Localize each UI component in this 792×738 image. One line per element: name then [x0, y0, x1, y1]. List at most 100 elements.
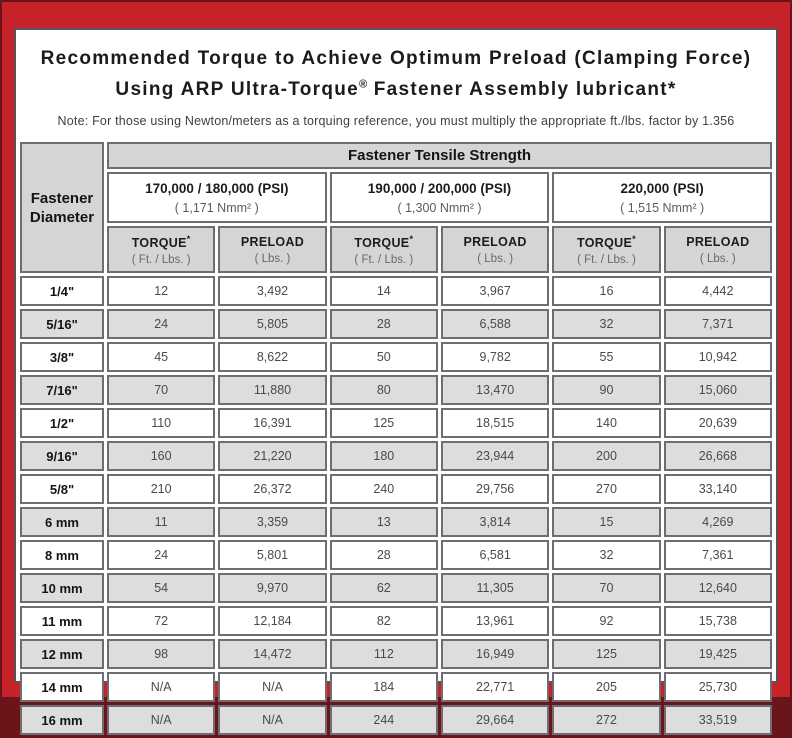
torque-value-cell: 45: [107, 342, 216, 373]
table-row: 9/16" 160 21,220 180 23,944 200 26,668: [20, 441, 772, 472]
preload-value-cell: 26,668: [663, 441, 772, 472]
torque-value-cell: 55: [552, 342, 661, 373]
table-row: 3/8" 45 8,622 50 9,782 55 10,942: [20, 342, 772, 373]
diameter-cell: 7/16": [20, 375, 104, 406]
preload-value-cell: 21,220: [218, 441, 327, 472]
preload-value-cell: 12,184: [218, 606, 327, 637]
preload-value-cell: 8,622: [218, 342, 327, 373]
preload-value-cell: 7,371: [663, 309, 772, 340]
torque-value-cell: 70: [107, 375, 216, 406]
diameter-cell: 8 mm: [20, 540, 104, 571]
torque-value-cell: 270: [552, 474, 661, 505]
torque-value-cell: 62: [329, 573, 438, 604]
diameter-cell: 1/2": [20, 408, 104, 439]
header-row-units: TORQUE* ( Ft. / Lbs. ) PRELOAD ( Lbs. ) …: [20, 226, 772, 274]
torque-value-cell: 112: [329, 639, 438, 670]
torque-table: Fastener Diameter Fastener Tensile Stren…: [17, 139, 775, 738]
table-row: 10 mm 54 9,970 62 11,305 70 12,640: [20, 573, 772, 604]
torque-value-cell: 12: [107, 276, 216, 307]
tensile-strength-header: Fastener Tensile Strength: [107, 142, 772, 170]
preload-value-cell: 25,730: [663, 672, 772, 703]
registered-trademark-symbol: ®: [359, 79, 368, 91]
torque-value-cell: 72: [107, 606, 216, 637]
preload-value-cell: 19,425: [663, 639, 772, 670]
preload-value-cell: 5,805: [218, 309, 327, 340]
torque-value-cell: 16: [552, 276, 661, 307]
preload-value-cell: 15,060: [663, 375, 772, 406]
preload-value-cell: 33,519: [663, 705, 772, 736]
diameter-cell: 12 mm: [20, 639, 104, 670]
torque-value-cell: 82: [329, 606, 438, 637]
diameter-cell: 9/16": [20, 441, 104, 472]
torque-value-cell: 110: [107, 408, 216, 439]
torque-value-cell: 240: [329, 474, 438, 505]
preload-value-cell: 9,782: [440, 342, 550, 373]
diameter-cell: 3/8": [20, 342, 104, 373]
preload-value-cell: 26,372: [218, 474, 327, 505]
preload-value-cell: 11,305: [440, 573, 550, 604]
torque-value-cell: 70: [552, 573, 661, 604]
torque-value-cell: 125: [552, 639, 661, 670]
preload-value-cell: 7,361: [663, 540, 772, 571]
preload-value-cell: 3,359: [218, 507, 327, 538]
torque-value-cell: 90: [552, 375, 661, 406]
preload-value-cell: 13,470: [440, 375, 550, 406]
preload-value-cell: 3,814: [440, 507, 550, 538]
torque-value-cell: 205: [552, 672, 661, 703]
header-row-tensile: Fastener Diameter Fastener Tensile Stren…: [20, 142, 772, 274]
preload-column-header: PRELOAD ( Lbs. ): [663, 226, 772, 274]
preload-value-cell: 4,269: [663, 507, 772, 538]
diameter-cell: 11 mm: [20, 606, 104, 637]
table-row: 5/8" 210 26,372 240 29,756 270 33,140: [20, 474, 772, 505]
preload-value-cell: 3,967: [440, 276, 550, 307]
conversion-note: Note: For those using Newton/meters as a…: [57, 114, 735, 129]
torque-value-cell: 28: [329, 309, 438, 340]
torque-value-cell: N/A: [107, 705, 216, 736]
torque-value-cell: 24: [107, 540, 216, 571]
diameter-cell: 10 mm: [20, 573, 104, 604]
torque-value-cell: 125: [329, 408, 438, 439]
preload-value-cell: 12,640: [663, 573, 772, 604]
preload-value-cell: 29,664: [440, 705, 550, 736]
title-line-2: Using ARP Ultra-Torque® Fastener Assembl…: [115, 79, 677, 101]
torque-value-cell: 80: [329, 375, 438, 406]
torque-value-cell: 244: [329, 705, 438, 736]
diameter-cell: 5/8": [20, 474, 104, 505]
preload-value-cell: N/A: [218, 705, 327, 736]
table-row: 1/4" 12 3,492 14 3,967 16 4,442: [20, 276, 772, 307]
psi-group-header-170: 170,000 / 180,000 (PSI) ( 1,171 Nmm² ): [107, 172, 327, 224]
preload-value-cell: 23,944: [440, 441, 550, 472]
preload-value-cell: 9,970: [218, 573, 327, 604]
torque-value-cell: 28: [329, 540, 438, 571]
preload-value-cell: 29,756: [440, 474, 550, 505]
diameter-cell: 16 mm: [20, 705, 104, 736]
table-row: 6 mm 11 3,359 13 3,814 15 4,269: [20, 507, 772, 538]
torque-value-cell: 15: [552, 507, 661, 538]
preload-value-cell: 22,771: [440, 672, 550, 703]
torque-value-cell: 180: [329, 441, 438, 472]
torque-table-body: 1/4" 12 3,492 14 3,967 16 4,442 5/16" 24 5,805 28 6…: [20, 276, 772, 736]
torque-value-cell: 272: [552, 705, 661, 736]
torque-value-cell: 92: [552, 606, 661, 637]
psi-group-header-190: 190,000 / 200,000 (PSI) ( 1,300 Nmm² ): [329, 172, 550, 224]
diameter-cell: 5/16": [20, 309, 104, 340]
torque-value-cell: 50: [329, 342, 438, 373]
diameter-column-header: Fastener Diameter: [20, 142, 104, 274]
table-row: 8 mm 24 5,801 28 6,581 32 7,361: [20, 540, 772, 571]
torque-value-cell: 13: [329, 507, 438, 538]
title-line-1: Recommended Torque to Achieve Optimum Pr…: [40, 48, 752, 69]
torque-value-cell: 184: [329, 672, 438, 703]
torque-value-cell: 24: [107, 309, 216, 340]
preload-value-cell: 4,442: [663, 276, 772, 307]
table-row: 7/16" 70 11,880 80 13,470 90 15,060: [20, 375, 772, 406]
preload-value-cell: 3,492: [218, 276, 327, 307]
diameter-cell: 6 mm: [20, 507, 104, 538]
header-row-psi: 170,000 / 180,000 (PSI) ( 1,171 Nmm² ) 1…: [20, 172, 772, 224]
preload-column-header: PRELOAD ( Lbs. ): [440, 226, 550, 274]
preload-value-cell: 13,961: [440, 606, 550, 637]
table-row: 16 mm N/A N/A 244 29,664 272 33,519: [20, 705, 772, 736]
torque-value-cell: 32: [552, 309, 661, 340]
content-panel: Recommended Torque to Achieve Optimum Pr…: [14, 28, 778, 736]
